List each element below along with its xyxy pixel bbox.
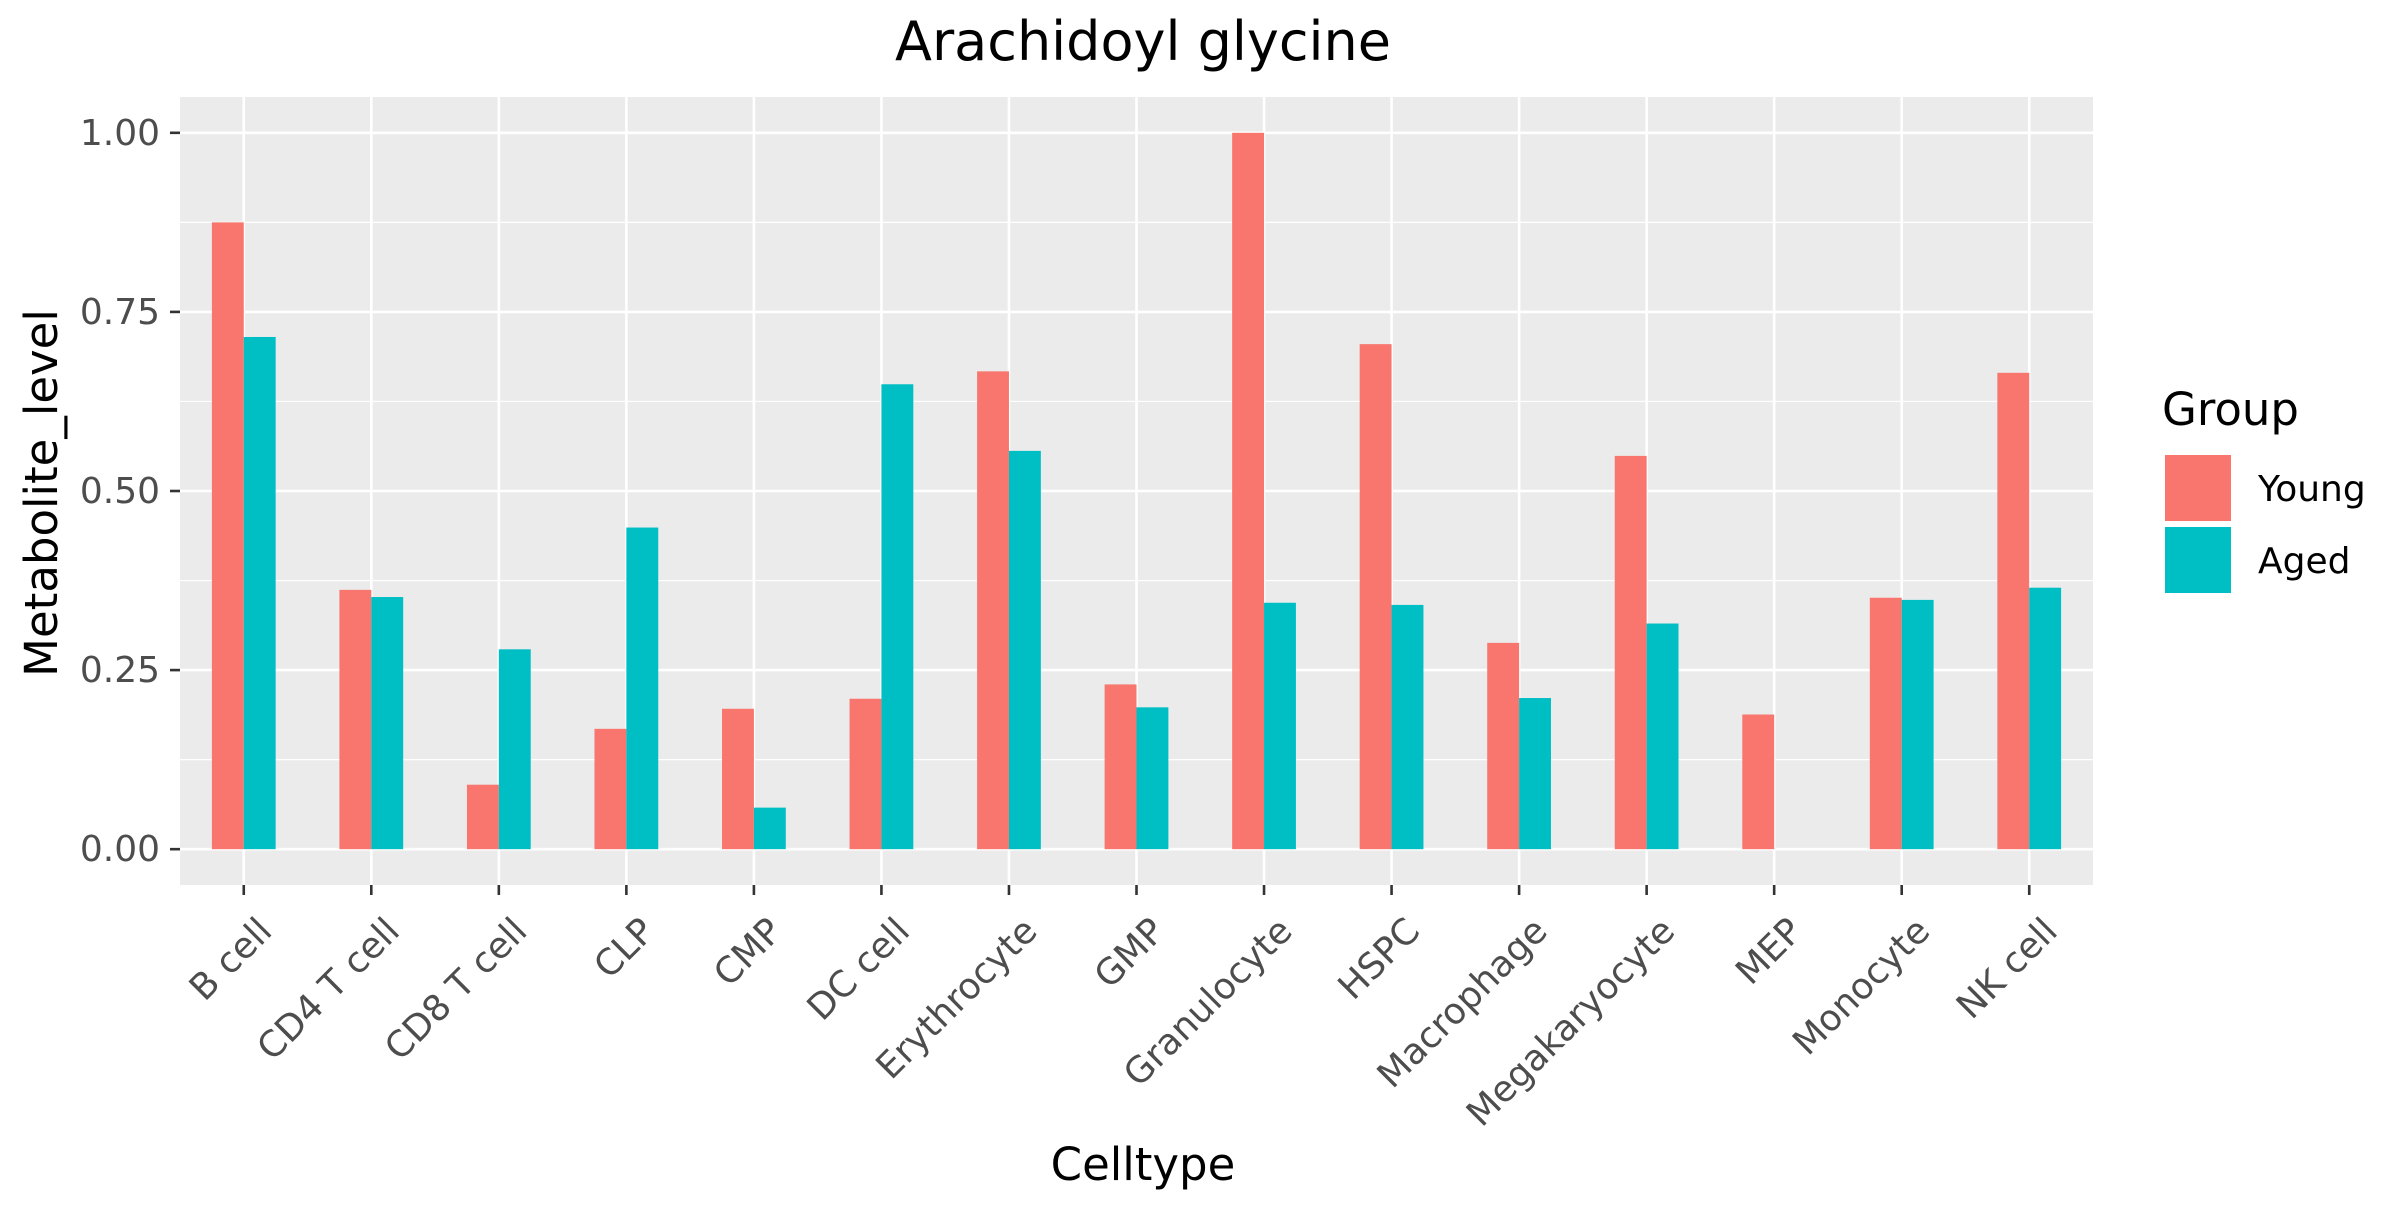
y-tick-label: 0.00: [80, 829, 160, 870]
x-tick-label: CMP: [706, 910, 790, 994]
bar-young-cmp: [722, 708, 754, 850]
y-tick-label: 0.25: [80, 650, 160, 691]
bar-young-gmp: [1104, 684, 1137, 850]
bar-young-dc-cell: [849, 698, 882, 850]
bar-aged-monocyte: [1901, 599, 1934, 850]
legend-key-young: [2165, 455, 2231, 521]
bar-young-granulocyte: [1232, 132, 1265, 850]
bar-young-nk-cell: [1997, 372, 2030, 850]
bars: [211, 132, 2062, 850]
bar-young-erythrocyte: [977, 371, 1009, 850]
bar-aged-cmp: [753, 807, 786, 850]
bar-young-cd8-t-cell: [466, 784, 499, 850]
y-axis-title: Metabolite_level: [15, 309, 68, 677]
x-tick-label: B cell: [182, 910, 280, 1008]
bar-aged-dc-cell: [881, 384, 914, 850]
x-tick-label: CLP: [587, 910, 663, 986]
legend: Group Young Aged: [2162, 383, 2366, 593]
bar-aged-erythrocyte: [1008, 450, 1041, 850]
bar-aged-cd8-t-cell: [498, 649, 531, 850]
legend-title: Group: [2162, 383, 2299, 436]
x-tick-label: DC cell: [800, 910, 918, 1028]
bar-young-clp: [594, 728, 627, 850]
y-tick-label: 1.00: [80, 113, 160, 154]
y-tick-label: 0.50: [80, 471, 160, 512]
legend-key-aged: [2165, 527, 2231, 593]
bar-young-b-cell: [211, 222, 244, 850]
x-axis-title: Celltype: [1051, 1138, 1236, 1191]
bar-young-mep: [1742, 714, 1775, 850]
bar-young-cd4-t-cell: [339, 589, 372, 850]
bar-young-hspc: [1359, 344, 1392, 850]
bar-aged-megakaryocyte: [1646, 623, 1679, 850]
x-tick-label: NK cell: [1949, 910, 2066, 1027]
bar-aged-gmp: [1136, 707, 1169, 850]
legend-label-aged: Aged: [2258, 541, 2350, 582]
bar-young-macrophage: [1487, 642, 1520, 850]
bar-aged-b-cell: [243, 336, 276, 850]
bar-aged-granulocyte: [1264, 602, 1296, 850]
bar-young-monocyte: [1869, 597, 1902, 850]
y-axis: 0.00 0.25 0.50 0.75 1.00: [80, 113, 180, 870]
chart-title: Arachidoyl glycine: [895, 10, 1391, 73]
legend-label-young: Young: [2257, 469, 2366, 510]
x-tick-label: GMP: [1087, 910, 1173, 996]
x-tick-label: HSPC: [1331, 910, 1428, 1007]
bar-aged-cd4-t-cell: [371, 597, 404, 850]
bar-aged-macrophage: [1519, 698, 1551, 850]
bar-aged-clp: [626, 527, 659, 850]
x-tick-label: MEP: [1728, 910, 1810, 992]
x-tick-label: Monocyte: [1785, 910, 1938, 1063]
bar-aged-hspc: [1391, 604, 1424, 850]
bar-aged-nk-cell: [2029, 587, 2062, 850]
y-tick-label: 0.75: [80, 292, 160, 333]
bar-young-megakaryocyte: [1614, 455, 1647, 850]
